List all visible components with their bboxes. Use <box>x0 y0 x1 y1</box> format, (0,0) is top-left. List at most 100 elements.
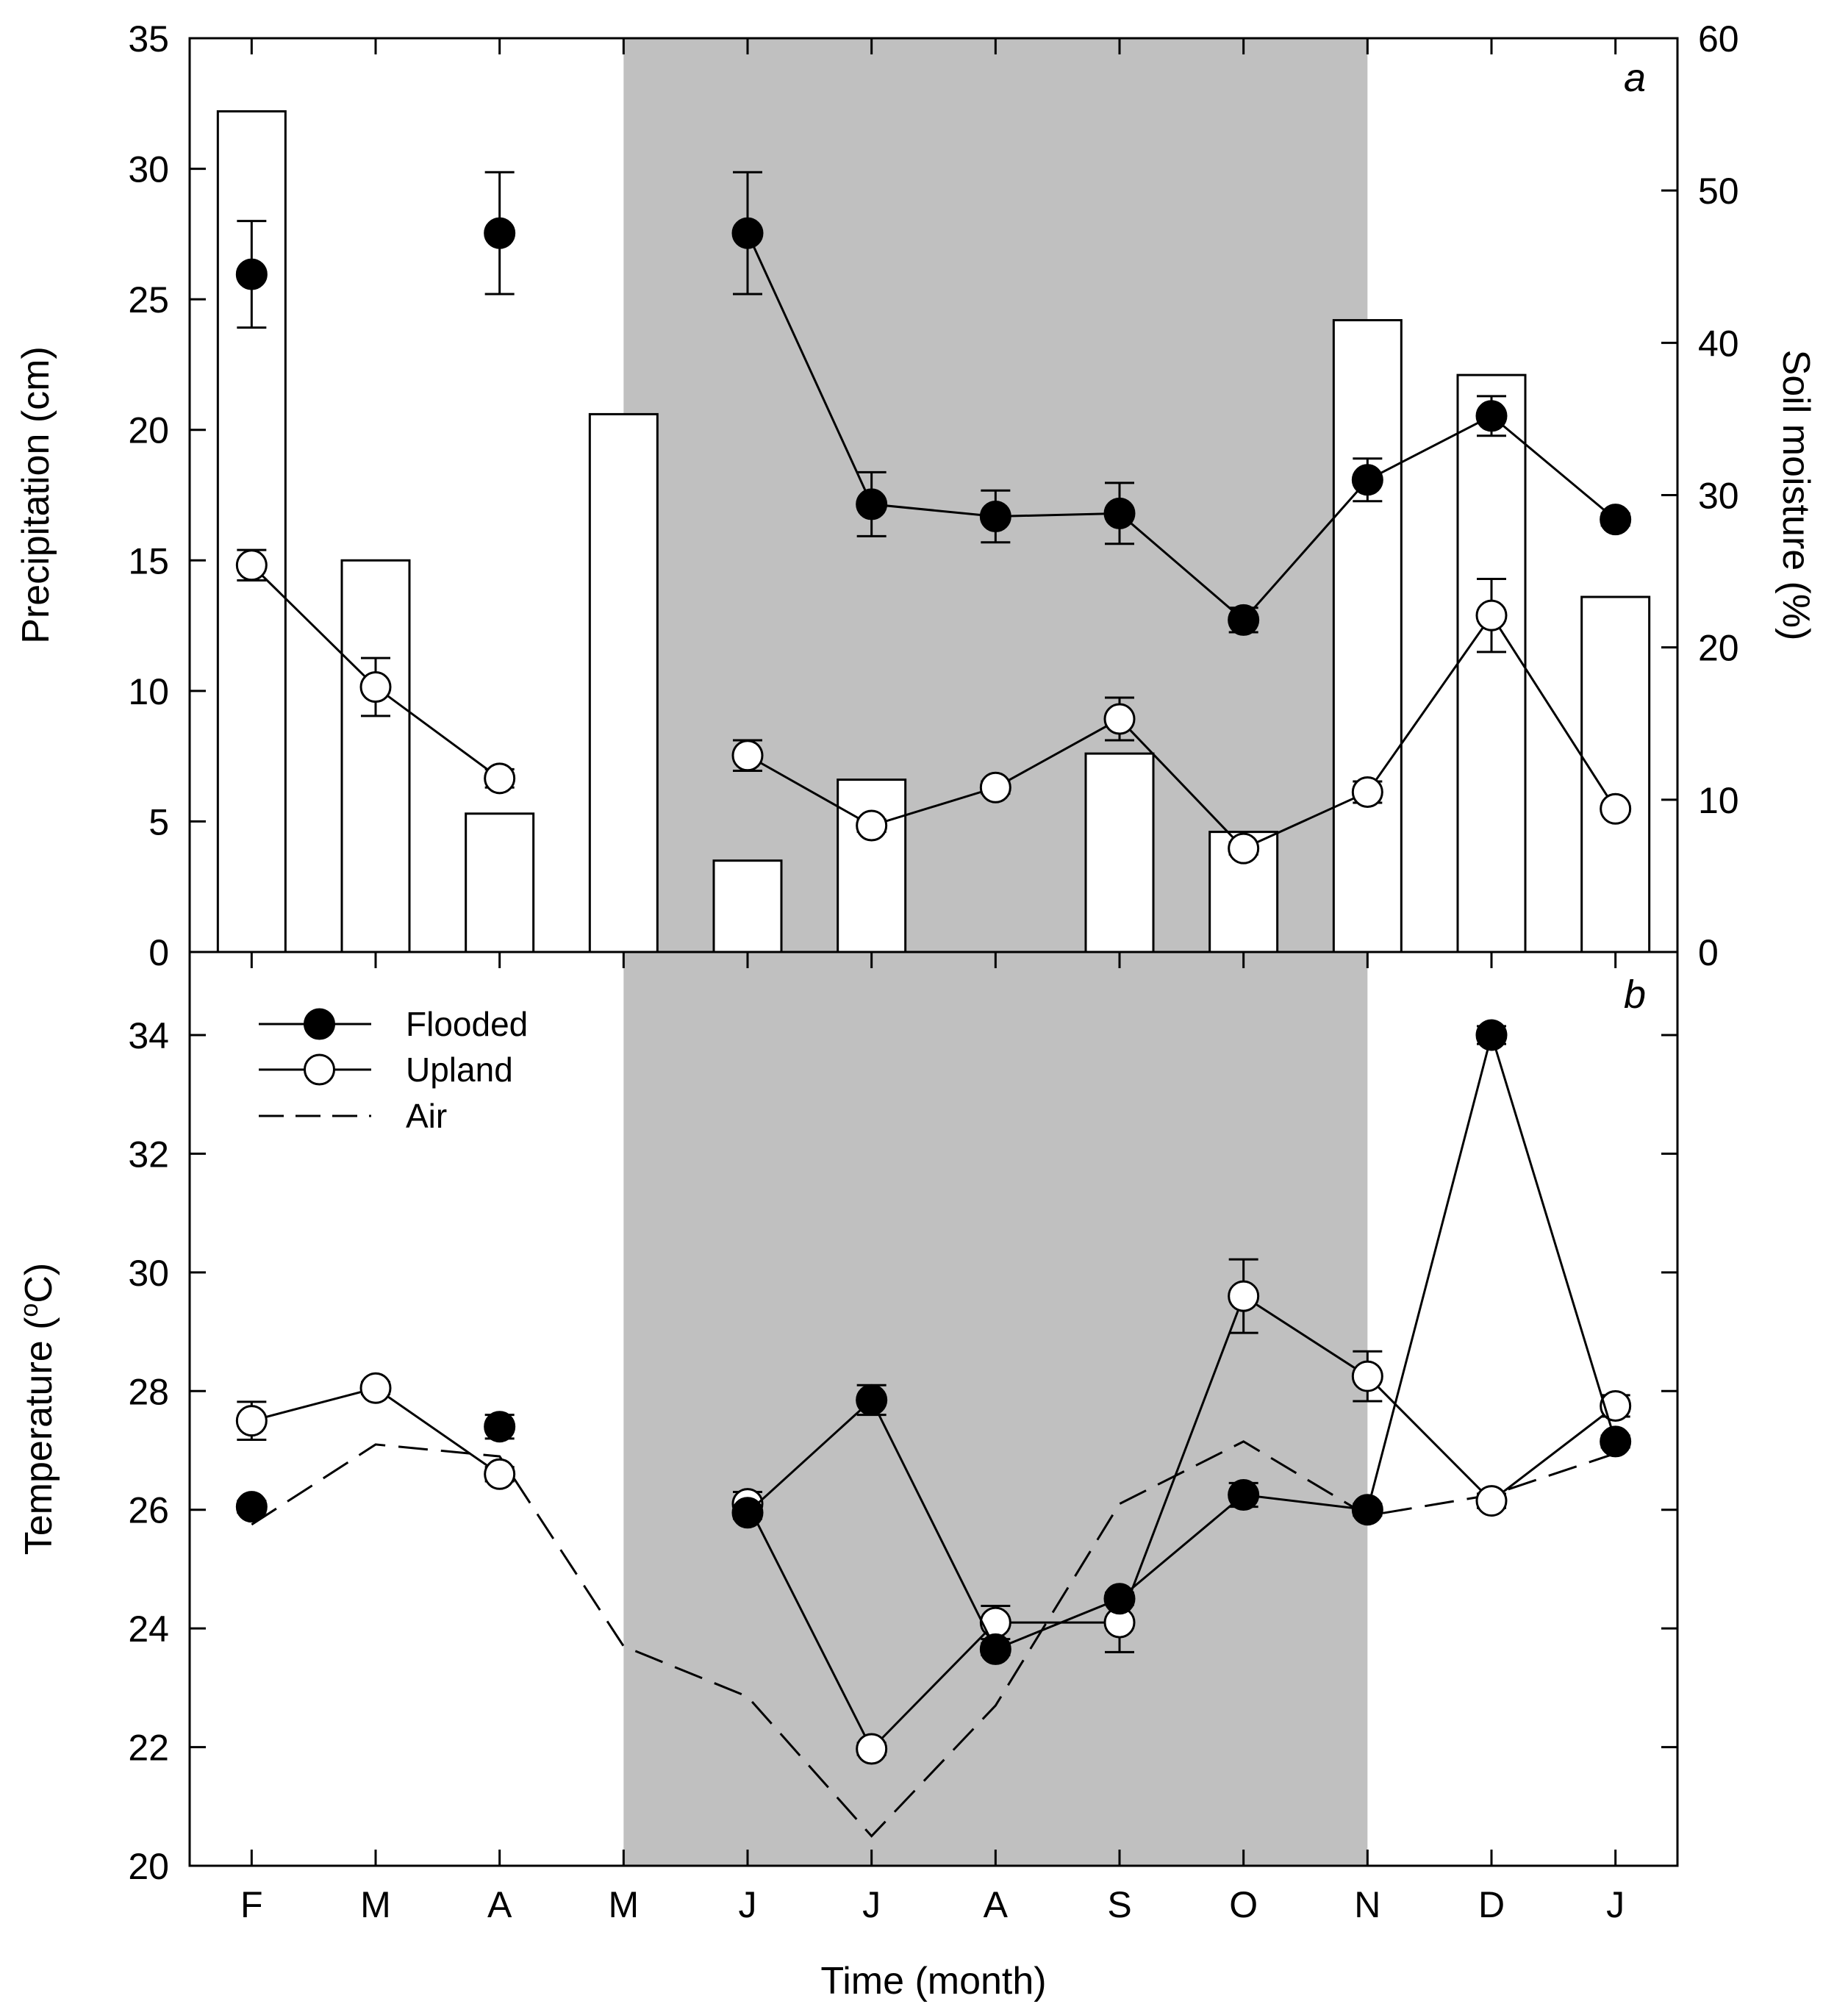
soil-moisture-tick-label: 30 <box>1698 476 1739 517</box>
panel-b: 20 22 24 26 28 30 32 34 F M A M J J A S O N D J b Temperat… <box>15 951 1679 2003</box>
legend: Flooded Upland Air <box>259 1005 528 1135</box>
shaded-period-b <box>623 952 1368 1866</box>
precipitation-bar-1 <box>340 559 411 953</box>
upland-soil-moisture-point <box>731 740 764 772</box>
month-tick-label: A <box>487 1884 512 1925</box>
legend-air-label: Air <box>406 1097 447 1135</box>
legend-flooded-marker <box>304 1008 335 1040</box>
upland-soil-moisture-point <box>359 671 392 704</box>
flooded-temperature-point <box>731 1497 764 1529</box>
x-axis-title: Time (month) <box>820 1960 1046 2003</box>
month-tick-label: F <box>240 1884 263 1925</box>
upland-temperature-point <box>235 1405 268 1437</box>
soil-moisture-tick-label: 0 <box>1698 932 1719 973</box>
precipitation-bar-9 <box>1332 319 1403 953</box>
upland-soil-moisture-point <box>1475 599 1508 631</box>
legend-upland-label: Upland <box>406 1051 513 1089</box>
flooded-temperature-point <box>1228 1479 1260 1511</box>
precipitation-bar-10 <box>1456 373 1527 953</box>
upland-soil-moisture-line-1 <box>747 613 1616 850</box>
flooded-soil-moisture-point <box>1228 604 1260 636</box>
flooded-temperature-point <box>1600 1425 1632 1458</box>
y-axis-title-temperature: Temperature (oC) <box>15 1263 60 1555</box>
precipitation-bar-4 <box>712 859 783 953</box>
month-tick-label: J <box>862 1884 881 1925</box>
soil-moisture-tick-label: 40 <box>1698 323 1739 364</box>
panel-a: 0 5 10 15 20 25 30 35 0 10 20 30 40 50 60 a Precipita… <box>15 18 1817 973</box>
upland-temperature-point <box>1475 1485 1508 1517</box>
flooded-temperature-point <box>1351 1494 1383 1526</box>
month-tick-label: A <box>984 1884 1009 1925</box>
precipitation-tick-label: 35 <box>128 18 169 60</box>
flooded-temperature-point <box>484 1411 516 1443</box>
flooded-soil-moisture-line <box>746 232 1616 622</box>
temperature-tick-label: 28 <box>128 1371 169 1412</box>
soil-moisture-tick-label: 50 <box>1698 171 1739 212</box>
month-tick-label: S <box>1107 1884 1131 1925</box>
flooded-temperature-point <box>1103 1583 1136 1615</box>
temperature-tick-label: 24 <box>128 1608 169 1650</box>
flooded-temperature-point <box>235 1491 268 1523</box>
plot-frame-b <box>188 951 1679 1867</box>
panel-label-a: a <box>1624 56 1646 100</box>
soil-moisture-series <box>235 171 1632 865</box>
flooded-soil-moisture-point <box>1600 504 1632 536</box>
y-axis-title-temperature-part1: Temperature ( <box>18 1317 60 1555</box>
temperature-series <box>235 1019 1632 1838</box>
flooded-temperature-point <box>1475 1019 1508 1051</box>
y-axis-title-precipitation: Precipitation (cm) <box>15 346 57 644</box>
soil-moisture-tick-label: 60 <box>1698 18 1739 60</box>
upland-temperature-point <box>1600 1389 1632 1422</box>
precipitation-bar-5 <box>837 779 907 953</box>
flooded-soil-moisture-point <box>235 258 268 290</box>
upland-soil-moisture-point <box>1103 703 1136 735</box>
legend-flooded-label: Flooded <box>406 1005 528 1043</box>
temperature-tick-label: 32 <box>128 1134 169 1175</box>
temperature-tick-label: 22 <box>128 1728 169 1769</box>
precipitation-bar-3 <box>588 412 659 953</box>
upland-soil-moisture-point <box>1351 776 1383 808</box>
month-tick-label: J <box>739 1884 757 1925</box>
upland-soil-moisture-point <box>1228 832 1260 865</box>
temperature-tick-label: 20 <box>128 1846 169 1887</box>
flooded-soil-moisture-point <box>1475 400 1508 432</box>
legend-upland-marker <box>304 1053 335 1086</box>
upland-soil-moisture-point <box>856 809 888 842</box>
precipitation-tick-label: 25 <box>128 279 169 321</box>
upland-temperature-point <box>1228 1280 1260 1312</box>
soil-moisture-tick-label: 20 <box>1698 628 1739 669</box>
precipitation-tick-label: 30 <box>128 149 169 190</box>
temperature-tick-label: 34 <box>128 1015 169 1056</box>
upland-soil-moisture-point <box>1600 792 1632 825</box>
precipitation-axis-tick-labels: 0 5 10 15 20 25 30 35 <box>128 18 169 973</box>
flooded-soil-moisture-point <box>731 217 764 249</box>
panel-label-b: b <box>1624 973 1646 1017</box>
flooded-soil-moisture-point <box>1351 464 1383 496</box>
temperature-tick-label: 26 <box>128 1490 169 1531</box>
y-axis-title-degree-superscript: o <box>15 1303 43 1317</box>
upland-temperature-line-1 <box>746 1294 1616 1751</box>
month-tick-label: N <box>1354 1884 1380 1925</box>
precipitation-bars <box>216 110 1651 953</box>
upland-temperature-point <box>856 1733 888 1765</box>
month-tick-label: O <box>1229 1884 1258 1925</box>
upland-temperature-point <box>484 1458 516 1490</box>
month-tick-label: M <box>360 1884 391 1925</box>
upland-temperature-point <box>979 1606 1011 1639</box>
month-tick-label: D <box>1478 1884 1505 1925</box>
flooded-temperature-point <box>979 1633 1011 1665</box>
precipitation-tick-label: 5 <box>148 801 169 842</box>
upland-soil-moisture-point <box>979 771 1011 804</box>
precipitation-bar-11 <box>1580 595 1651 953</box>
upland-soil-moisture-point <box>484 762 516 795</box>
soil-moisture-axis-tick-labels: 0 10 20 30 40 50 60 <box>1698 18 1739 973</box>
upland-temperature-point <box>359 1372 392 1404</box>
precipitation-tick-label: 0 <box>148 932 169 973</box>
flooded-soil-moisture-point <box>979 501 1011 533</box>
axis-ticks-b <box>190 952 1677 1867</box>
precipitation-tick-label: 20 <box>128 410 169 451</box>
precipitation-tick-label: 15 <box>128 540 169 581</box>
month-tick-label: J <box>1606 1884 1625 1925</box>
